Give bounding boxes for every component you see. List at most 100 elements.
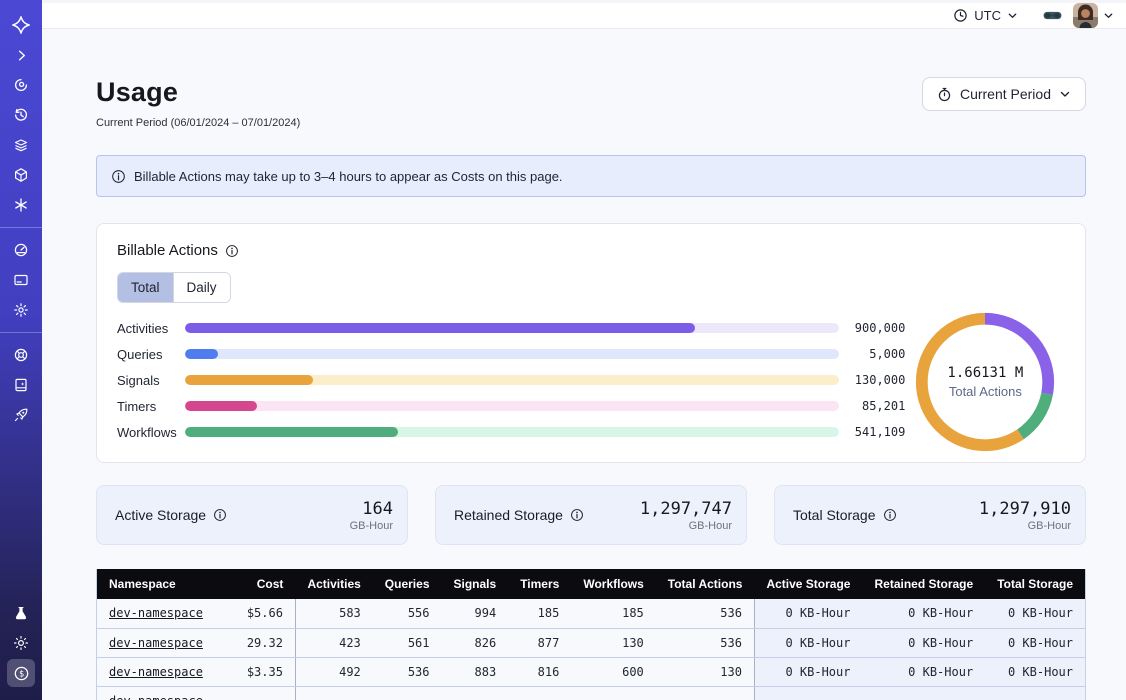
labs-flask-icon[interactable]	[7, 599, 35, 627]
avatar	[1073, 3, 1098, 28]
namespace-link[interactable]: dev-namespace	[109, 606, 203, 620]
col-queries: Queries	[373, 569, 442, 599]
namespace-link[interactable]: dev-namespace	[109, 665, 203, 679]
active-storage-card: Active Storage 164 GB-Hour	[96, 485, 408, 545]
cell-workflows: 130	[571, 628, 655, 657]
bar-fill	[185, 349, 218, 359]
bar-fill	[185, 375, 313, 385]
cell-queries	[373, 686, 442, 700]
info-icon[interactable]	[213, 508, 227, 522]
cell-cost: $5.66	[230, 599, 295, 628]
col-activities: Activities	[295, 569, 372, 599]
bar-value: 130,000	[839, 373, 905, 387]
table-row: dev-namespace $5.66 583 556 994 185 185 …	[97, 599, 1086, 628]
namespace-link[interactable]: dev-namespace	[109, 636, 203, 650]
bar-label: Workflows	[117, 425, 185, 440]
cell-signals	[442, 686, 509, 700]
deployments-cube-icon[interactable]	[7, 161, 35, 189]
bar-row-queries: Queries 5,000	[117, 347, 905, 361]
schedules-icon[interactable]	[7, 101, 35, 129]
bar-row-activities: Activities 900,000	[117, 321, 905, 335]
cell-activities: 492	[295, 657, 372, 686]
cell-retained-storage	[862, 686, 985, 700]
bar-label: Activities	[117, 321, 185, 336]
bar-fill	[185, 323, 695, 333]
cell-timers: 877	[508, 628, 571, 657]
cell-active-storage: 0 KB-Hour	[754, 628, 862, 657]
cell-total-actions: 536	[656, 599, 755, 628]
info-banner-text: Billable Actions may take up to 3–4 hour…	[134, 169, 563, 184]
cell-active-storage: 0 KB-Hour	[754, 657, 862, 686]
asterisk-icon[interactable]	[7, 191, 35, 219]
usage-dollar-icon[interactable]: $	[7, 659, 35, 687]
bar-row-workflows: Workflows 541,109	[117, 425, 905, 439]
bar-value: 85,201	[839, 399, 905, 413]
bar-label: Timers	[117, 399, 185, 414]
theme-sun-icon[interactable]	[7, 629, 35, 657]
tab-daily[interactable]: Daily	[173, 273, 230, 302]
period-selector[interactable]: Current Period	[922, 77, 1086, 111]
total-storage-label: Total Storage	[793, 507, 876, 523]
info-icon[interactable]	[225, 244, 239, 258]
cell-workflows	[571, 686, 655, 700]
chevron-down-icon	[1103, 10, 1114, 21]
bar-track	[185, 349, 839, 359]
chevron-down-icon	[1007, 10, 1018, 21]
bar-row-signals: Signals 130,000	[117, 373, 905, 387]
namespaces-icon[interactable]	[7, 71, 35, 99]
temporal-logo-icon[interactable]	[7, 11, 35, 39]
table-row: dev-namespace $3.35 492 536 883 816 600 …	[97, 657, 1086, 686]
cell-total-actions: 536	[656, 628, 755, 657]
rocket-icon[interactable]	[7, 401, 35, 429]
info-banner: Billable Actions may take up to 3–4 hour…	[96, 155, 1086, 197]
cell-activities	[295, 686, 372, 700]
cell-active-storage: 0 KB-Hour	[754, 599, 862, 628]
info-icon	[111, 169, 126, 184]
svg-text:$: $	[18, 669, 23, 679]
cell-total-storage: 0 KB-Hour	[985, 657, 1085, 686]
storage-summary-row: Active Storage 164 GB-Hour Retained Stor…	[96, 485, 1086, 545]
bar-fill	[185, 427, 398, 437]
total-storage-card: Total Storage 1,297,910 GB-Hour	[774, 485, 1086, 545]
support-lifebuoy-icon[interactable]	[7, 341, 35, 369]
cell-activities: 583	[295, 599, 372, 628]
bar-fill	[185, 401, 257, 411]
page-subtitle: Current Period (06/01/2024 – 07/01/2024)	[96, 117, 300, 129]
bar-value: 900,000	[839, 321, 905, 335]
table-row: dev-namespace 29.32 423 561 826 877 130 …	[97, 628, 1086, 657]
col-active-storage: Active Storage	[754, 569, 862, 599]
expand-chevron-right-icon[interactable]	[7, 41, 35, 69]
bar-track	[185, 401, 839, 411]
cell-signals: 826	[442, 628, 509, 657]
cell-retained-storage: 0 KB-Hour	[862, 628, 985, 657]
active-storage-unit: GB-Hour	[350, 520, 393, 532]
goggles-button[interactable]	[1042, 5, 1063, 26]
usage-gauge-icon[interactable]	[7, 236, 35, 264]
bar-label: Queries	[117, 347, 185, 362]
col-timers: Timers	[508, 569, 571, 599]
bar-row-timers: Timers 85,201	[117, 399, 905, 413]
col-total-actions: Total Actions	[656, 569, 755, 599]
cell-activities: 423	[295, 628, 372, 657]
sidebar-divider	[0, 332, 42, 333]
settings-gear-icon[interactable]	[7, 296, 35, 324]
period-selector-label: Current Period	[960, 86, 1051, 102]
info-icon[interactable]	[883, 508, 897, 522]
namespace-link[interactable]: dev-namespace	[109, 694, 203, 700]
bar-track	[185, 427, 839, 437]
tab-total[interactable]: Total	[118, 273, 173, 302]
info-icon[interactable]	[570, 508, 584, 522]
timezone-selector[interactable]: UTC	[953, 8, 1018, 23]
billing-card-icon[interactable]	[7, 266, 35, 294]
active-storage-value: 164	[350, 499, 393, 519]
docs-book-icon[interactable]	[7, 371, 35, 399]
page-title: Usage	[96, 77, 300, 108]
total-storage-unit: GB-Hour	[979, 520, 1071, 532]
cell-signals: 994	[442, 599, 509, 628]
bar-value: 541,109	[839, 425, 905, 439]
clock-icon	[953, 8, 968, 23]
sidebar-divider	[0, 227, 42, 228]
user-menu[interactable]	[1073, 3, 1114, 28]
cell-total-actions	[656, 686, 755, 700]
layers-icon[interactable]	[7, 131, 35, 159]
